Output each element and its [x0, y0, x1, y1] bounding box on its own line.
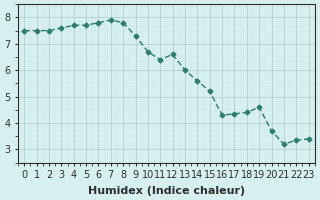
X-axis label: Humidex (Indice chaleur): Humidex (Indice chaleur) — [88, 186, 245, 196]
